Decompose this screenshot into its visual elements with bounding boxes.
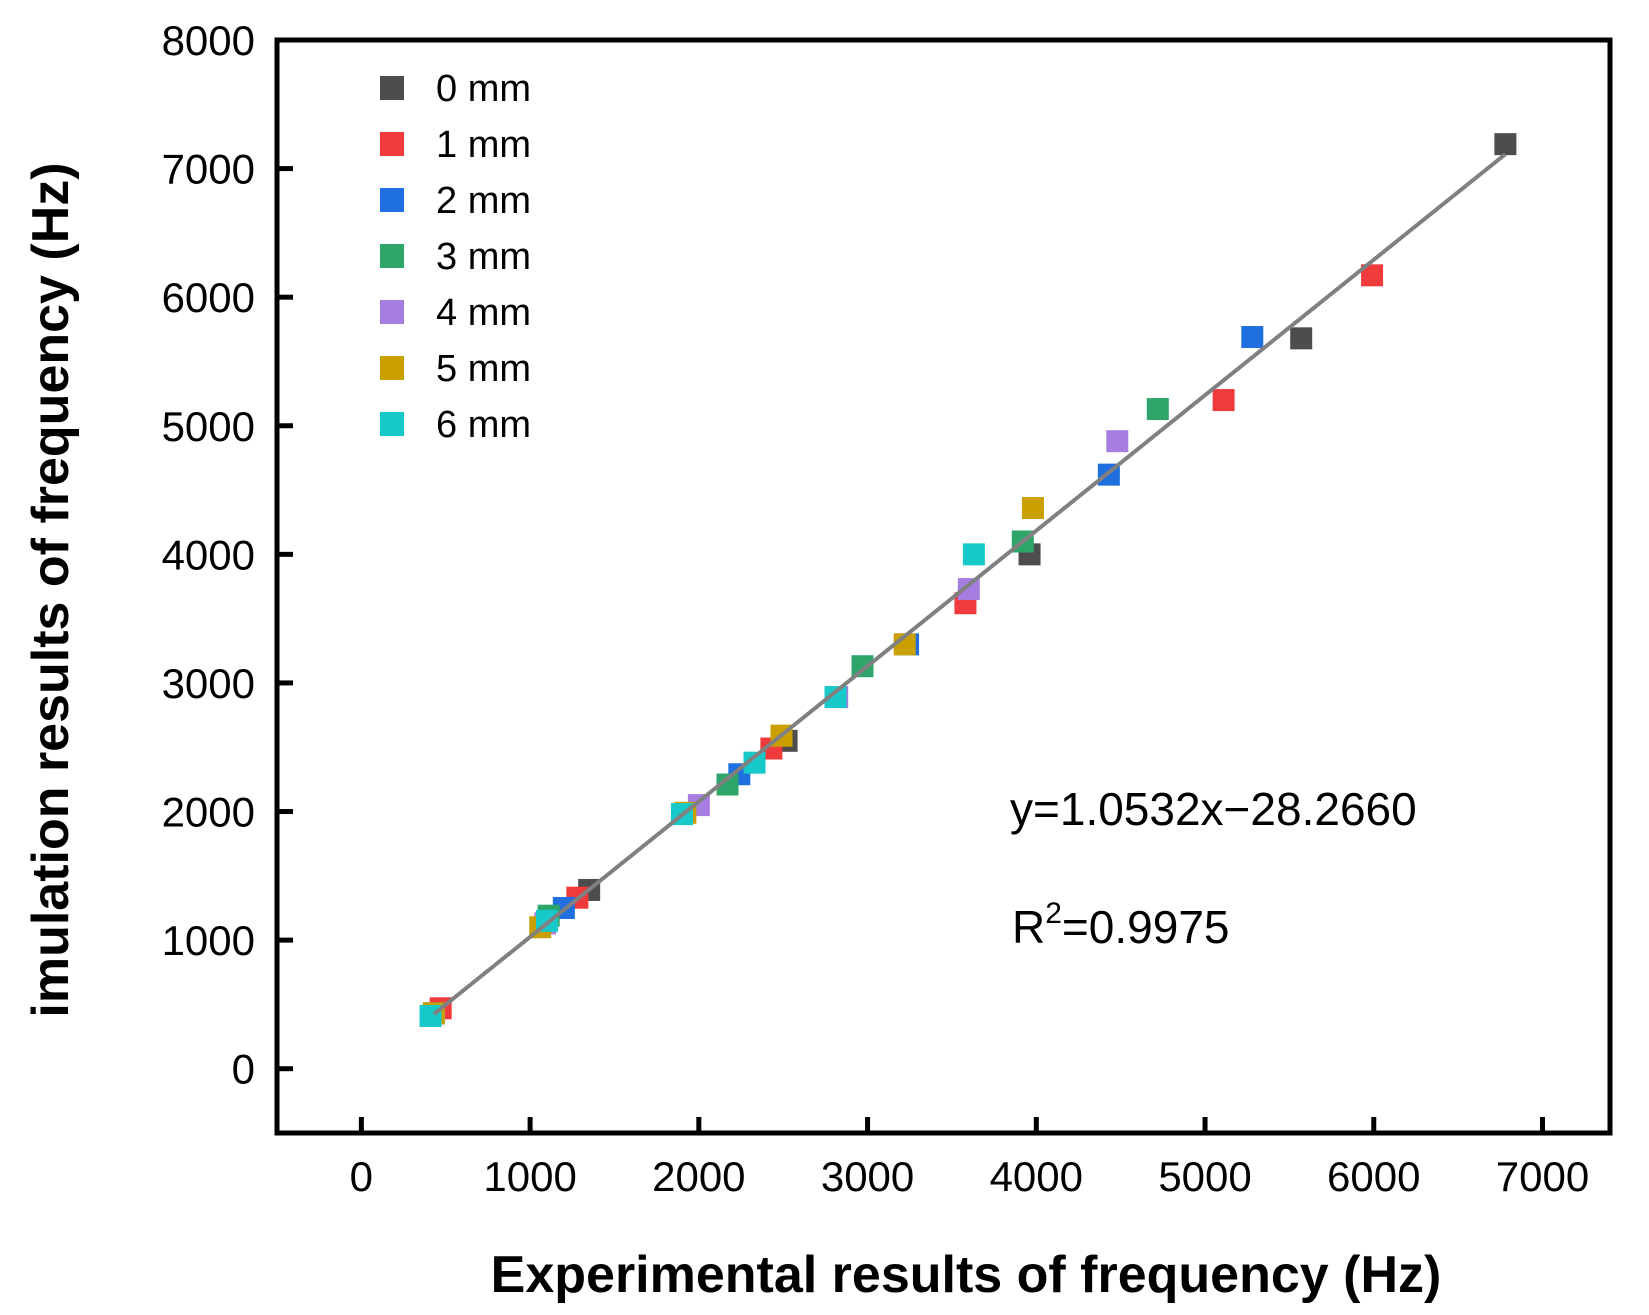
legend-swatch — [380, 132, 404, 156]
legend-label: 2 mm — [436, 180, 531, 222]
ticks-layer: 0 1000 2000 3000 4000 5000 6000 7000 0 1000 2000 30… — [162, 17, 1590, 1200]
data-point — [1106, 430, 1129, 453]
data-point — [851, 655, 874, 678]
legend-label: 4 mm — [436, 292, 531, 334]
legend-label: 3 mm — [436, 236, 531, 278]
y-tick-label: 5000 — [162, 403, 255, 450]
legend: 0 mm 1 mm 2 mm 3 mm 4 mm 5 mm 6 mm — [380, 68, 531, 446]
plot-frame — [274, 37, 1613, 1136]
data-point — [1021, 497, 1044, 520]
x-tick-label: 0 — [350, 1153, 373, 1200]
fit-equation-label: y=1.0532x−28.2660 — [1010, 783, 1417, 835]
marks-layer — [419, 133, 1517, 1027]
y-tick-label: 8000 — [162, 17, 255, 64]
data-point — [1494, 133, 1517, 156]
data-point — [1361, 264, 1384, 287]
data-point — [1290, 327, 1313, 350]
r-squared-prefix: R — [1012, 901, 1045, 953]
legend-swatch — [380, 244, 404, 268]
data-point — [1146, 398, 1169, 421]
data-point — [962, 543, 985, 566]
y-tick-label: 7000 — [162, 146, 255, 193]
x-tick-label: 1000 — [483, 1153, 576, 1200]
y-tick-label: 4000 — [162, 531, 255, 578]
r-squared-value: =0.9975 — [1062, 901, 1230, 953]
data-point — [1212, 389, 1235, 412]
x-tick-label: 7000 — [1496, 1153, 1589, 1200]
x-tick-label: 6000 — [1327, 1153, 1420, 1200]
legend-label: 1 mm — [436, 124, 531, 166]
x-tick-label: 4000 — [990, 1153, 1083, 1200]
y-tick-label: 1000 — [162, 917, 255, 964]
legend-swatch — [380, 188, 404, 212]
data-point — [957, 578, 980, 601]
y-tick-label: 0 — [232, 1046, 255, 1093]
x-tick-label: 3000 — [821, 1153, 914, 1200]
data-point — [716, 773, 739, 796]
x-axis-title: Experimental results of frequency (Hz) — [491, 1246, 1442, 1304]
data-point — [824, 686, 847, 709]
x-tick-label: 5000 — [1158, 1153, 1251, 1200]
x-tick-label: 2000 — [652, 1153, 745, 1200]
y-tick-label: 2000 — [162, 789, 255, 836]
fit-line — [432, 152, 1507, 1016]
legend-label: 6 mm — [436, 404, 531, 446]
legend-swatch — [380, 412, 404, 436]
y-tick-label: 3000 — [162, 660, 255, 707]
r-squared-label: R2=0.9975 — [1012, 897, 1229, 953]
data-point — [1241, 326, 1264, 349]
data-point — [743, 751, 766, 774]
legend-swatch — [380, 356, 404, 380]
legend-label: 0 mm — [436, 68, 531, 110]
r-squared-superscript: 2 — [1045, 897, 1062, 930]
y-axis-title: imulation results of frequency (Hz) — [22, 162, 80, 1017]
y-tick-label: 6000 — [162, 274, 255, 321]
legend-swatch — [380, 300, 404, 324]
legend-label: 5 mm — [436, 348, 531, 390]
legend-swatch — [380, 76, 404, 100]
